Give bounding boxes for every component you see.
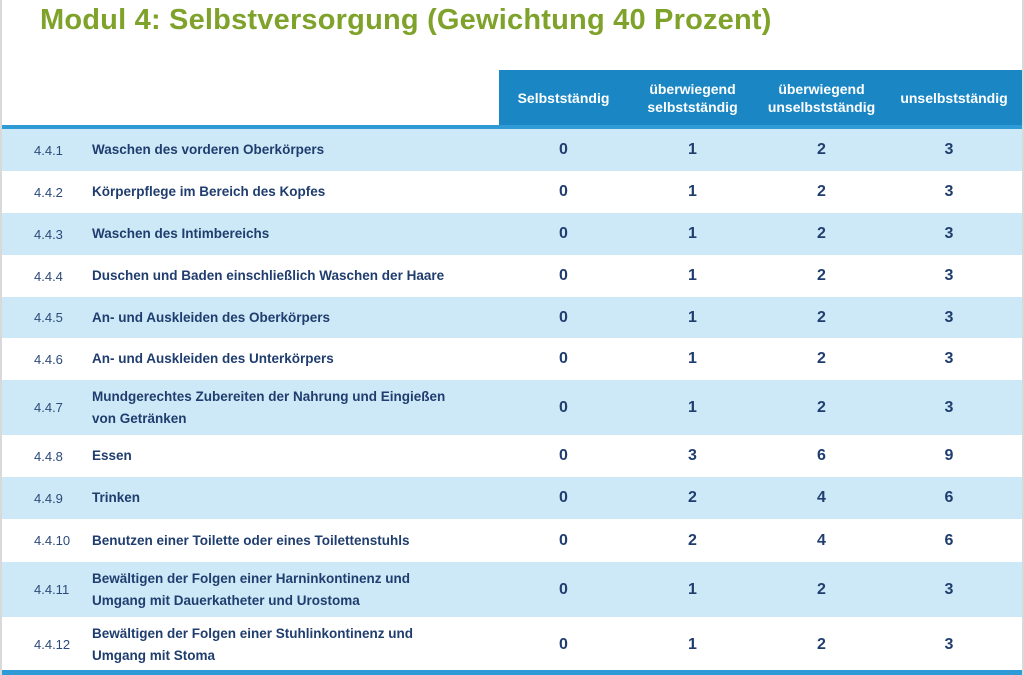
header-divider [2, 125, 1022, 129]
score-cell: 2 [817, 141, 826, 158]
column-header-ueberwiegend-selbststaendig: überwiegend selbstständig [628, 70, 757, 125]
score-cell: 6 [944, 489, 954, 506]
row-label: Duschen und Baden einschließlich Waschen… [92, 268, 445, 283]
score-cell: 2 [817, 398, 826, 416]
score-cell: 0 [559, 489, 568, 506]
score-cell: 0 [559, 398, 568, 416]
row-label: Waschen des vorderen Oberkörpers [92, 142, 325, 157]
score-cell: 3 [944, 398, 954, 416]
score-cell: 3 [944, 267, 954, 284]
score-cell: 3 [944, 141, 954, 158]
score-cell: 0 [559, 580, 568, 598]
score-cell: 3 [944, 225, 954, 242]
column-header-selbststaendig: Selbstständig [499, 70, 628, 125]
table-row: 4.4.12 Bewältigen der Folgen einer Stuhli… [2, 617, 1022, 672]
row-number: 4.4.5 [34, 310, 63, 325]
row-label: Trinken [92, 490, 141, 505]
row-number: 4.4.11 [34, 582, 70, 597]
score-cell: 6 [944, 531, 954, 549]
score-cell: 3 [944, 183, 954, 200]
table-row: 4.4.7 Mundgerechtes Zubereiten der Nahrun… [2, 380, 1022, 435]
score-cell: 0 [559, 635, 568, 653]
table-row: 4.4.2 Körperpflege im Bereich des Kopfes 0… [2, 171, 1022, 213]
row-label: Bewältigen der Folgen einer Stuhlinkonti… [92, 625, 414, 663]
score-cell: 3 [944, 350, 954, 367]
table-row: 4.4.6 An- und Auskleiden des Unterkörpers… [2, 338, 1022, 380]
table-row: 4.4.11 Bewältigen der Folgen einer Harnin… [2, 562, 1022, 617]
row-label: Essen [92, 448, 132, 463]
row-number: 4.4.3 [34, 226, 63, 242]
score-cell: 1 [688, 398, 697, 416]
score-cell: 0 [559, 447, 568, 464]
score-cell: 2 [817, 183, 826, 200]
row-number: 4.4.2 [34, 184, 63, 200]
table-body: 4.4.1 Waschen des vorderen Oberkörpers 0 1 2… [2, 129, 1022, 672]
table-row: 4.4.9 Trinken 0 2 4 6 [2, 477, 1022, 519]
score-cell: 9 [944, 447, 954, 464]
row-label: An- und Auskleiden des Unterkörpers [92, 351, 334, 366]
row-number: 4.4.4 [34, 268, 63, 284]
score-cell: 3 [944, 580, 954, 598]
row-number: 4.4.12 [34, 637, 71, 652]
row-label: Mundgerechtes Zubereiten der Nahrung und… [92, 388, 446, 426]
column-header-ueberwiegend-unselbststaendig: überwiegend unselbstständig [757, 70, 886, 125]
table-row: 4.4.5 An- und Auskleiden des Oberkörpers 0… [2, 297, 1022, 338]
score-cell: 0 [559, 531, 568, 549]
bottom-divider [2, 670, 1022, 675]
row-label: Benutzen einer Toilette oder eines Toile… [92, 532, 410, 548]
score-cell: 2 [817, 267, 826, 284]
table-row: 4.4.10 Benutzen einer Toilette oder eines… [2, 519, 1022, 562]
row-label: Bewältigen der Folgen einer Harninkontin… [92, 570, 411, 608]
row-label: Waschen des Intimbereichs [92, 226, 270, 241]
score-cell: 0 [559, 225, 568, 242]
score-cell: 0 [559, 141, 568, 158]
score-cell: 2 [817, 225, 826, 242]
score-cell: 1 [688, 580, 697, 598]
row-label: An- und Auskleiden des Oberkörpers [92, 309, 331, 325]
row-number: 4.4.8 [34, 448, 63, 464]
score-cell: 3 [688, 447, 697, 464]
score-cell: 1 [688, 308, 697, 326]
row-number: 4.4.6 [34, 351, 63, 367]
score-cell: 2 [817, 580, 826, 598]
score-cell: 4 [817, 531, 826, 549]
table-row: 4.4.3 Waschen des Intimbereichs 0 1 2 3 [2, 213, 1022, 255]
score-cell: 2 [817, 635, 826, 653]
scoring-table: Selbstständig überwiegend selbstständig … [2, 70, 1022, 672]
row-number: 4.4.7 [34, 400, 63, 415]
score-cell: 1 [688, 635, 697, 653]
row-number: 4.4.10 [34, 533, 71, 548]
table-row: 4.4.8 Essen 0 3 6 9 [2, 435, 1022, 477]
score-cell: 0 [559, 308, 568, 326]
score-cell: 0 [559, 183, 568, 200]
score-cell: 1 [688, 350, 697, 367]
score-cell: 1 [688, 225, 697, 242]
score-cell: 2 [688, 531, 697, 549]
score-cell: 3 [944, 308, 954, 326]
page-title: Modul 4: Selbstversorgung (Gewichtung 40… [40, 4, 772, 36]
score-cell: 0 [559, 267, 568, 284]
table-row: 4.4.1 Waschen des vorderen Oberkörpers 0 1 2… [2, 129, 1022, 171]
score-cell: 1 [688, 141, 697, 158]
score-cell: 2 [688, 489, 697, 506]
score-cell: 6 [817, 447, 826, 464]
score-cell: 2 [817, 308, 826, 326]
score-cell: 3 [944, 635, 954, 653]
table-row: 4.4.4 Duschen und Baden einschließlich Wa… [2, 255, 1022, 297]
table-header: Selbstständig überwiegend selbstständig … [2, 70, 1022, 125]
row-number: 4.4.9 [34, 490, 63, 506]
row-number: 4.4.1 [34, 142, 63, 158]
score-cell: 4 [817, 489, 826, 506]
score-cell: 0 [559, 350, 568, 367]
column-header-unselbststaendig: unselbstständig [886, 70, 1022, 125]
score-cell: 1 [688, 183, 697, 200]
row-label: Körperpflege im Bereich des Kopfes [92, 184, 326, 199]
score-cell: 1 [688, 267, 697, 284]
score-cell: 2 [817, 350, 826, 367]
